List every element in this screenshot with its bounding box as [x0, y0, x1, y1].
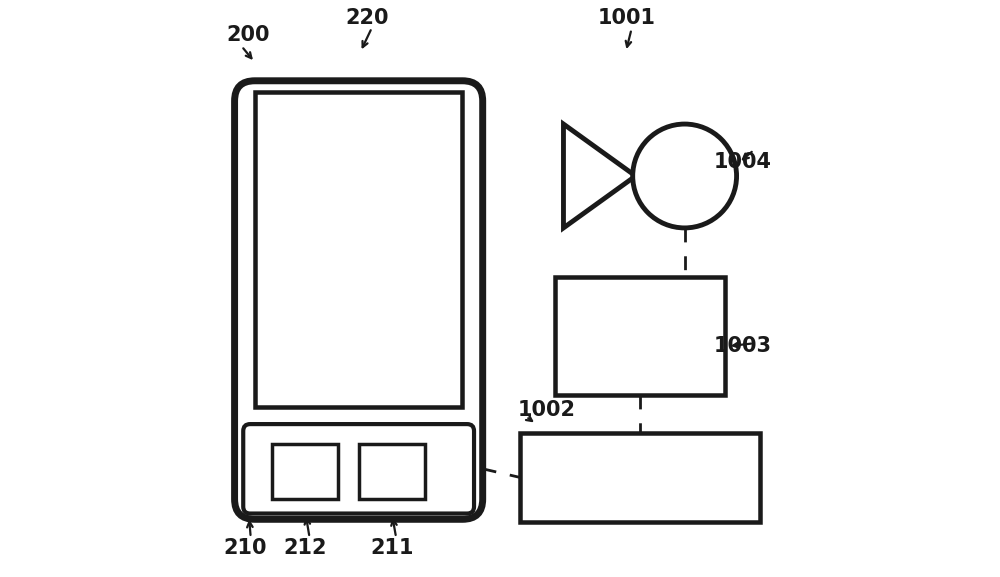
Bar: [520, 433, 760, 522]
Text: 1001: 1001: [598, 9, 656, 28]
Circle shape: [633, 124, 737, 228]
FancyBboxPatch shape: [235, 81, 483, 519]
Bar: [359, 444, 425, 499]
Text: 200: 200: [226, 25, 269, 44]
Text: 212: 212: [284, 538, 327, 558]
Polygon shape: [563, 124, 636, 228]
Bar: [555, 277, 725, 395]
FancyBboxPatch shape: [243, 424, 474, 514]
Bar: [255, 92, 462, 407]
Text: 1004: 1004: [713, 152, 771, 171]
Text: 220: 220: [346, 9, 389, 28]
Bar: [272, 444, 338, 499]
Text: 211: 211: [370, 538, 414, 558]
Text: 1003: 1003: [713, 336, 771, 356]
Text: 1002: 1002: [517, 400, 575, 419]
Text: 210: 210: [223, 538, 267, 558]
